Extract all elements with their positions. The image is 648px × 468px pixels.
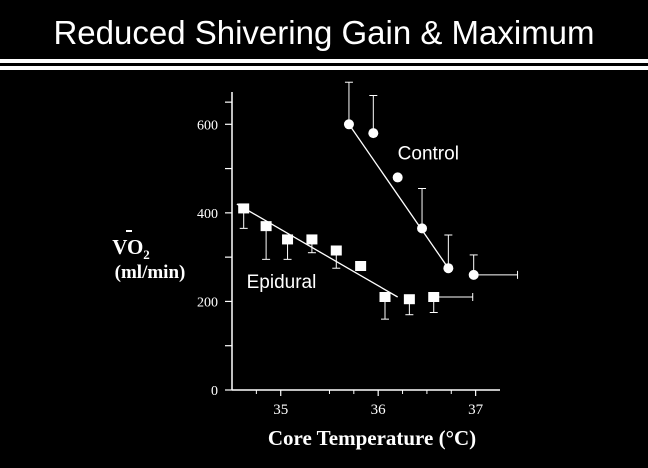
- fit-lines: [236, 123, 449, 298]
- epidural-fit-line: [236, 203, 398, 298]
- y-tick-label: 400: [197, 207, 218, 222]
- y-axis-label-unit: (ml/min): [115, 262, 186, 283]
- title-underline-bottom: [0, 66, 648, 70]
- y-tick-label: 200: [197, 295, 218, 310]
- control-fit-line: [348, 123, 449, 269]
- control-point: [368, 128, 379, 139]
- epidural-point: [428, 292, 440, 302]
- y-axis-label-vo2: VO2: [112, 235, 150, 262]
- control-point: [343, 119, 354, 130]
- epidural-point: [379, 292, 391, 302]
- x-axis-label: Core Temperature (°C): [268, 426, 476, 450]
- control-point: [417, 223, 428, 234]
- y-tick-label: 0: [211, 384, 218, 399]
- y-tick-label: 600: [197, 118, 218, 133]
- slide-title: Reduced Shivering Gain & Maximum: [53, 14, 595, 51]
- data-points: [238, 119, 479, 305]
- control-point: [392, 172, 403, 183]
- epidural-point: [403, 294, 415, 305]
- epidural-point: [330, 245, 342, 256]
- epidural-point: [355, 261, 367, 271]
- epidural-point: [260, 221, 272, 232]
- control-point: [468, 269, 479, 280]
- epidural-point: [238, 203, 250, 214]
- epidural-point: [282, 234, 294, 245]
- control-series-label: Control: [398, 144, 459, 165]
- control-point: [443, 263, 454, 274]
- x-tick-label: 37: [468, 402, 484, 418]
- epidural-point: [306, 234, 318, 245]
- x-tick-label: 35: [273, 402, 288, 418]
- title-underline-top: [0, 59, 648, 63]
- epidural-series-label: Epidural: [247, 272, 317, 293]
- series-labels: Control Epidural: [247, 144, 459, 293]
- x-ticks: 35 36 37: [255, 390, 484, 418]
- x-tick-label: 36: [371, 402, 387, 418]
- y-ticks: 0 200 400 600: [197, 101, 232, 399]
- axes: [231, 92, 500, 391]
